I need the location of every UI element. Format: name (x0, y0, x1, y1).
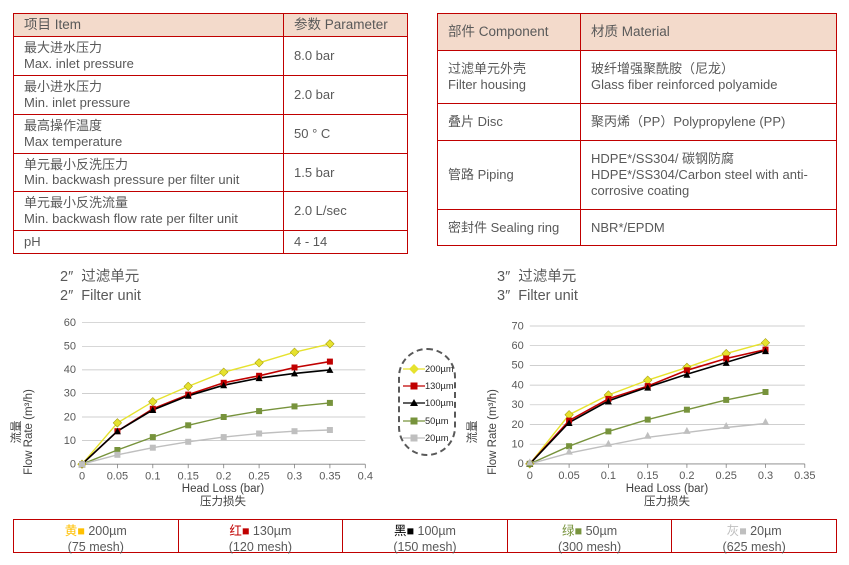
svg-text:0.05: 0.05 (107, 471, 128, 483)
svg-text:0.15: 0.15 (177, 471, 198, 483)
svg-text:0.4: 0.4 (358, 471, 373, 483)
svg-text:0.3: 0.3 (287, 471, 302, 483)
svg-text:0.1: 0.1 (601, 470, 616, 482)
svg-text:30: 30 (512, 399, 524, 411)
svg-text:0.05: 0.05 (558, 470, 579, 482)
svg-text:0.15: 0.15 (637, 470, 658, 482)
svg-text:60: 60 (512, 340, 524, 352)
svg-text:0: 0 (527, 470, 533, 482)
svg-text:0: 0 (70, 459, 76, 471)
svg-text:Head Loss (bar): Head Loss (bar) (626, 483, 709, 495)
svg-text:Flow Rate (m³/h): Flow Rate (m³/h) (487, 389, 499, 475)
svg-text:20: 20 (512, 419, 524, 431)
svg-text:20: 20 (64, 411, 76, 423)
svg-text:Head Loss (bar): Head Loss (bar) (182, 483, 265, 495)
svg-text:0.1: 0.1 (145, 471, 160, 483)
svg-text:压力损失: 压力损失 (200, 494, 246, 508)
svg-text:50: 50 (512, 360, 524, 372)
svg-text:40: 40 (512, 379, 524, 391)
svg-text:0.35: 0.35 (794, 470, 815, 482)
svg-text:60: 60 (64, 317, 76, 329)
svg-text:0: 0 (79, 471, 85, 483)
svg-text:0: 0 (518, 458, 524, 470)
svg-text:50: 50 (64, 341, 76, 353)
svg-text:40: 40 (64, 364, 76, 376)
svg-text:0.35: 0.35 (319, 471, 340, 483)
svg-text:10: 10 (64, 435, 76, 447)
svg-text:流量: 流量 (465, 421, 479, 444)
svg-text:Flow Rate (m³/h): Flow Rate (m³/h) (23, 389, 35, 475)
svg-text:0.2: 0.2 (216, 471, 231, 483)
svg-text:0.3: 0.3 (758, 470, 773, 482)
svg-text:流量: 流量 (9, 421, 23, 444)
svg-text:0.25: 0.25 (715, 470, 736, 482)
svg-text:30: 30 (64, 388, 76, 400)
svg-text:70: 70 (512, 320, 524, 332)
svg-text:压力损失: 压力损失 (644, 494, 690, 508)
svg-text:10: 10 (512, 439, 524, 451)
svg-text:0.25: 0.25 (248, 471, 269, 483)
svg-text:0.2: 0.2 (679, 470, 694, 482)
